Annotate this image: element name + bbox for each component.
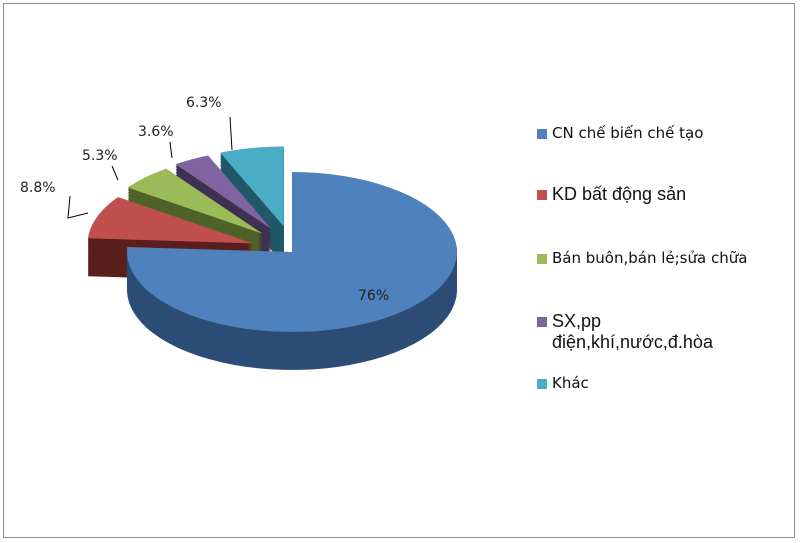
data-label-2: 5.3% [82,148,118,164]
legend-item-0: CN chế biến chế tạo [537,124,703,142]
legend-label: CN chế biến chế tạo [552,124,704,142]
legend-item-1: KD bất động sản [537,184,686,205]
legend-item-4: Khác [537,374,589,392]
leader-line-3 [169,141,173,159]
legend-label: KD bất động sản [552,184,687,204]
legend-item-2: Bán buôn,bán lẻ;sửa chữa [537,249,747,267]
leader-line-4 [229,116,233,151]
pie-slice-top [88,197,253,244]
legend-label: Khác [552,374,589,392]
leader-line-2 [111,165,119,181]
legend-label: SX,pp [552,311,602,331]
legend-label: Bán buôn,bán lẻ;sửa chữa [552,249,748,267]
pie-slice-top [127,168,263,234]
legend-swatch [537,129,547,139]
data-label-3: 3.6% [138,124,174,140]
legend-swatch [537,254,547,264]
legend-swatch [537,190,547,200]
legend-swatch [537,317,547,327]
chart-border [3,3,795,538]
pie-slice-top [127,172,457,332]
data-label-4: 6.3% [186,95,222,111]
pie-slice-top [220,146,284,227]
data-label-1: 8.8% [20,180,56,196]
legend-label-line2: điện,khí,nước,đ.hòa [552,332,713,352]
data-label-0: 76% [358,288,390,304]
leader-line-1 [67,195,89,219]
pie-slice-0 [127,172,457,370]
legend-swatch [537,379,547,389]
legend-item-3: SX,pp điện,khí,nước,đ.hòa [537,311,713,353]
pie-slice-top [175,155,272,230]
